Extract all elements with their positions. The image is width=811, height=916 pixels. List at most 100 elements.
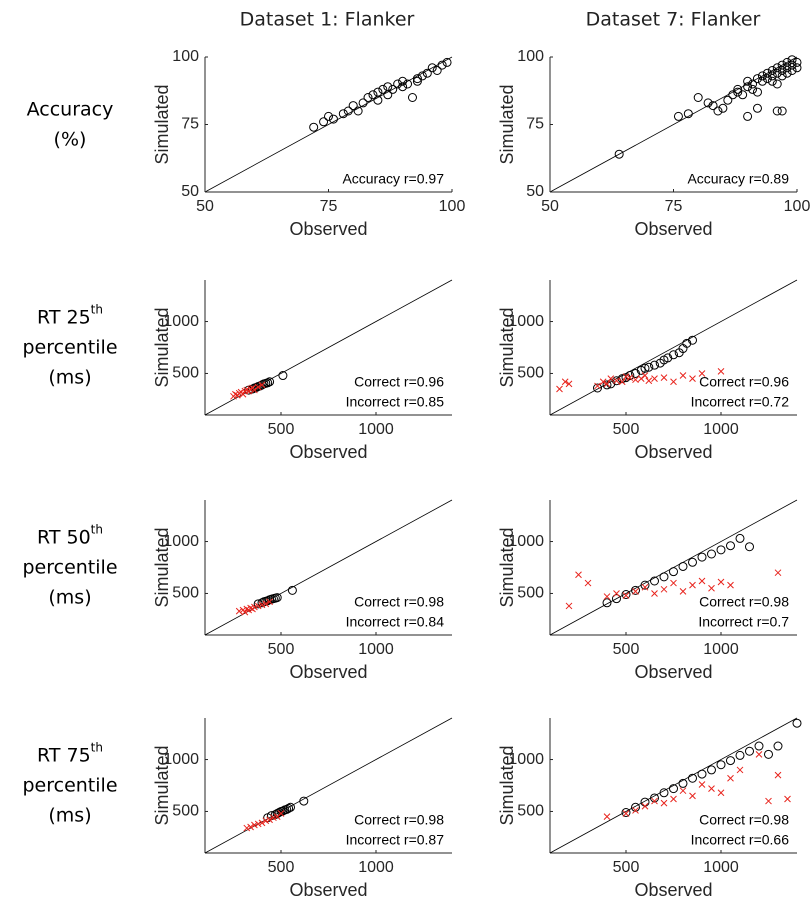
row-label-sup: th — [91, 302, 103, 316]
point-circle — [723, 95, 733, 105]
point-circle — [422, 68, 432, 78]
point-circle — [353, 106, 363, 116]
point-x — [660, 799, 668, 807]
point-circle — [688, 335, 697, 345]
point-circle — [659, 572, 669, 582]
annotation: Incorrect r=0.87 — [346, 832, 445, 848]
point-x — [632, 588, 639, 595]
point-circle — [328, 114, 338, 124]
point-x — [618, 378, 626, 386]
x-tick-label: 1000 — [358, 421, 394, 438]
point-x — [660, 585, 668, 593]
identity-line — [549, 279, 798, 416]
row-label: (ms) — [48, 366, 91, 388]
identity-line — [549, 717, 798, 854]
point-circle — [764, 749, 773, 759]
x-tick-label: 1000 — [703, 421, 739, 438]
annotation: Accuracy r=0.97 — [342, 171, 444, 187]
point-circle — [735, 533, 745, 543]
row-label: RT 25th — [37, 302, 103, 328]
point-circle — [743, 82, 753, 92]
point-x — [241, 608, 249, 616]
point-circle — [644, 362, 654, 372]
point-x — [270, 814, 277, 822]
y-tick-label: 1000 — [163, 313, 199, 330]
y-tick-label: 500 — [517, 365, 544, 382]
point-circle — [713, 106, 723, 116]
y-tick-label: 500 — [172, 365, 199, 382]
x-axis-label: Observed — [289, 880, 367, 900]
point-circle — [683, 109, 693, 119]
point-circle — [650, 360, 659, 370]
point-x — [232, 390, 239, 398]
point-circle — [745, 746, 754, 756]
row-label: (ms) — [48, 804, 91, 826]
y-tick-label: 500 — [517, 585, 544, 602]
point-x — [247, 823, 254, 831]
row-label-text: (ms) — [48, 586, 91, 608]
point-circle — [792, 718, 802, 728]
point-circle — [625, 371, 635, 381]
point-x — [258, 381, 266, 389]
point-circle — [602, 598, 612, 608]
point-circle — [688, 557, 697, 567]
y-tick-label: 75 — [526, 116, 544, 133]
point-circle — [602, 380, 612, 390]
point-circle — [792, 57, 802, 67]
column-title: Dataset 1: Flanker — [240, 9, 415, 31]
y-tick-label: 50 — [181, 183, 199, 200]
point-x — [632, 807, 639, 814]
point-x — [254, 383, 262, 391]
row-label: (%) — [54, 128, 87, 150]
row-label-text: percentile — [22, 336, 117, 358]
point-x — [603, 813, 611, 821]
point-x — [594, 382, 601, 390]
point-circle — [777, 60, 787, 70]
point-circle — [743, 76, 753, 86]
point-circle — [777, 66, 787, 75]
point-x — [645, 377, 653, 385]
point-x — [755, 750, 763, 758]
point-circle — [621, 808, 631, 817]
annotation: Incorrect r=0.72 — [691, 394, 790, 410]
point-x — [670, 795, 677, 803]
point-circle — [274, 808, 284, 817]
row-label-text: percentile — [22, 556, 117, 578]
point-x — [660, 374, 668, 381]
x-axis-label: Observed — [634, 880, 712, 900]
point-x — [679, 787, 687, 795]
point-circle — [378, 84, 388, 94]
y-tick-label: 500 — [517, 803, 544, 820]
point-circle — [621, 590, 631, 599]
point-circle — [338, 109, 348, 119]
point-circle — [593, 383, 602, 393]
point-circle — [650, 576, 659, 586]
point-x — [679, 372, 687, 379]
point-x — [277, 810, 285, 817]
point-circle — [631, 368, 640, 378]
point-x — [266, 598, 273, 606]
point-circle — [309, 122, 319, 132]
point-x — [727, 581, 734, 589]
point-circle — [363, 93, 373, 102]
point-circle — [748, 84, 758, 94]
point-x — [641, 583, 649, 591]
row-label-text: RT 50 — [37, 526, 91, 548]
point-x — [717, 578, 725, 586]
point-circle — [716, 545, 726, 555]
point-circle — [272, 593, 282, 603]
point-circle — [403, 79, 413, 89]
point-circle — [373, 87, 383, 97]
point-circle — [787, 66, 797, 75]
point-circle — [614, 149, 624, 159]
point-circle — [432, 66, 442, 75]
annotation: Correct r=0.98 — [699, 594, 789, 610]
x-tick-label: 500 — [613, 859, 640, 876]
point-circle — [688, 773, 697, 783]
point-x — [565, 380, 573, 388]
point-circle — [678, 561, 688, 571]
point-circle — [257, 380, 267, 390]
point-circle — [612, 594, 621, 604]
point-x — [251, 821, 258, 829]
point-circle — [745, 542, 754, 552]
